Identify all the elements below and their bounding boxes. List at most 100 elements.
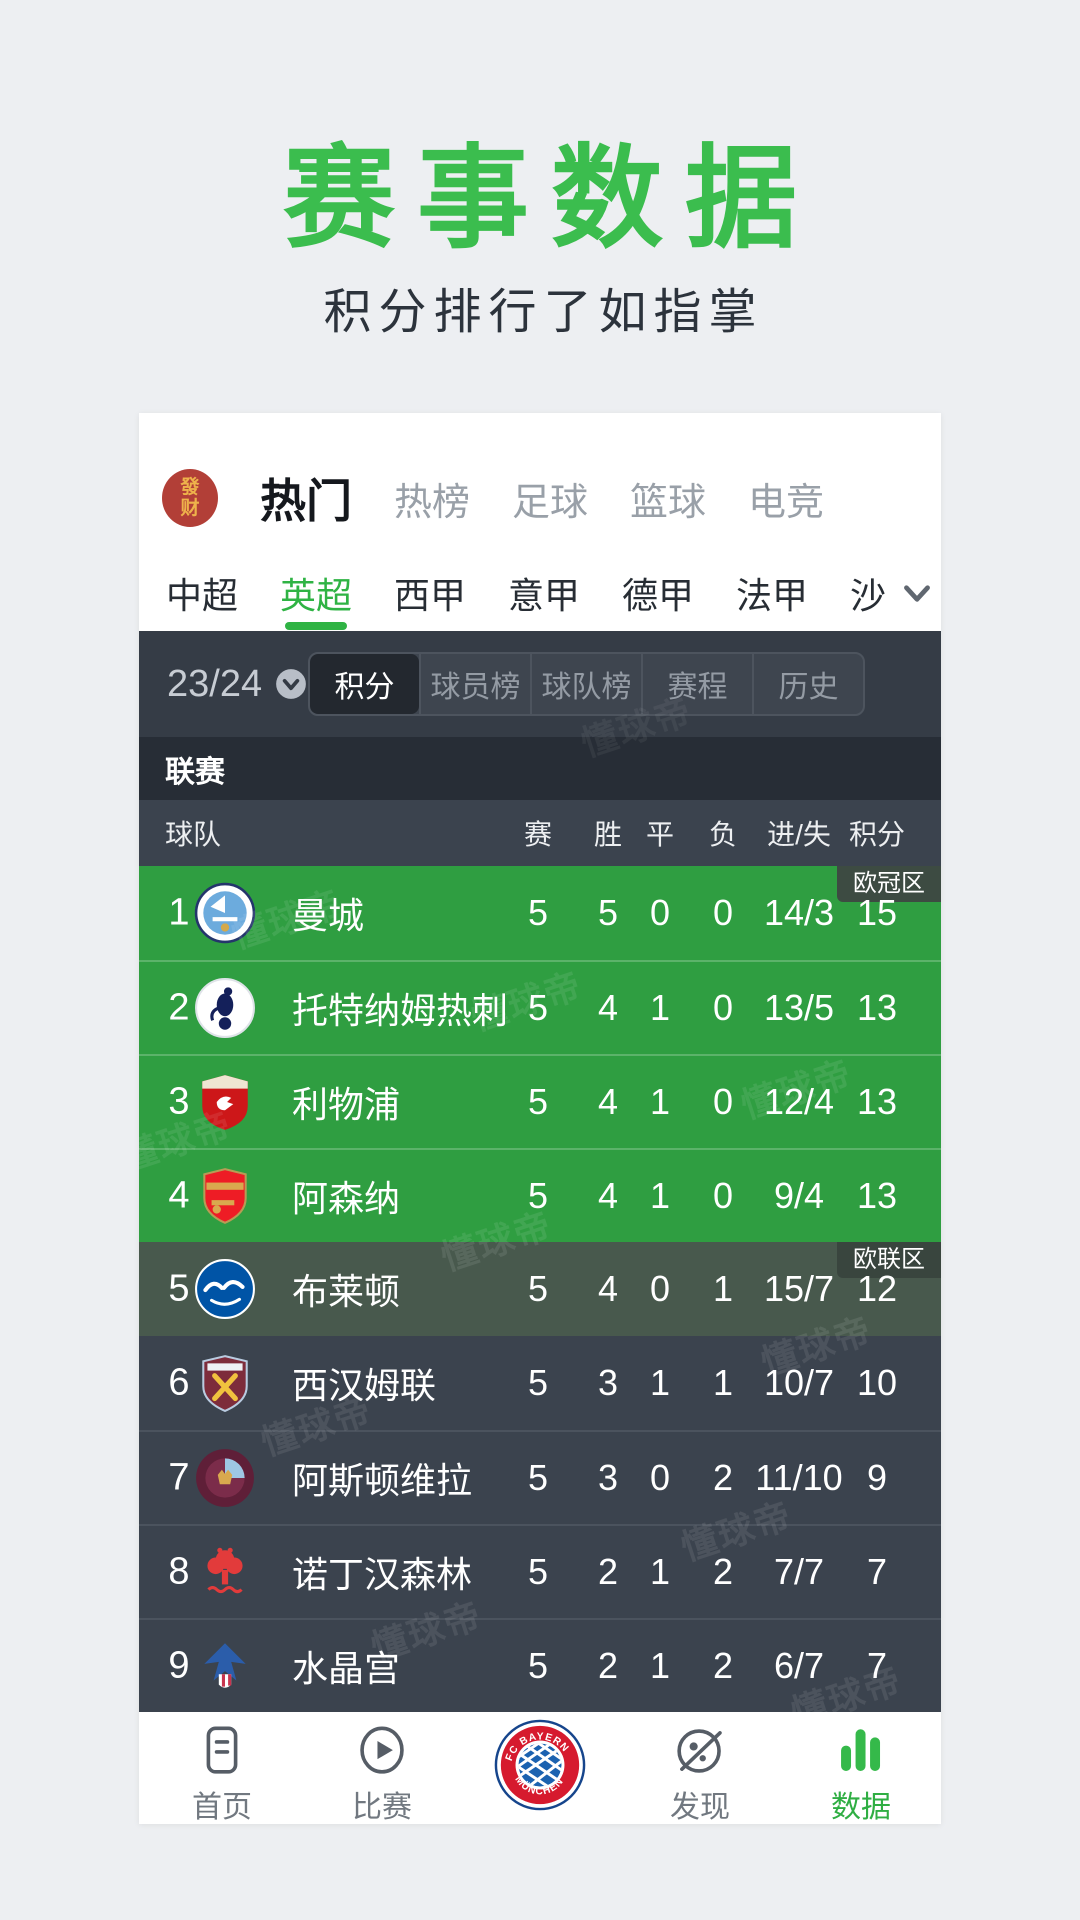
west-ham-crest-icon <box>194 1352 256 1414</box>
tabbar-matches[interactable]: 比赛 <box>312 1712 452 1824</box>
tab-esports[interactable]: 电竞 <box>748 481 825 524</box>
tab-player-rank[interactable]: 球员榜 <box>419 654 530 714</box>
rank: 6 <box>168 1361 190 1404</box>
rank: 4 <box>168 1174 190 1217</box>
rank: 5 <box>168 1267 190 1310</box>
league-tab-bundesliga[interactable]: 德甲 <box>622 575 695 616</box>
stat-win: 4 <box>597 1175 619 1216</box>
stat-win: 4 <box>597 1268 619 1309</box>
stat-win: 4 <box>597 1081 619 1122</box>
tab-schedule[interactable]: 赛程 <box>641 654 752 714</box>
league-tab-laliga[interactable]: 西甲 <box>394 575 467 616</box>
col-loss: 负 <box>708 819 738 850</box>
stat-loss: 1 <box>712 1268 734 1309</box>
col-win: 胜 <box>593 819 623 850</box>
tabbar-home-label: 首页 <box>192 1791 252 1824</box>
table-row-nottingham-forest[interactable]: 8 诺丁汉森林 5 2 1 2 7/7 7 <box>139 1524 941 1618</box>
tabbar-data[interactable]: 数据 <box>791 1712 931 1824</box>
tabbar-discover[interactable]: 发现 <box>630 1712 770 1824</box>
tabbar-team-logo[interactable]: FC BAYERN MÜNCHEN <box>470 1712 610 1824</box>
stat-draw: 1 <box>649 1645 671 1686</box>
stat-points: 10 <box>856 1362 898 1403</box>
stat-goals: 7/7 <box>773 1551 825 1592</box>
tottenham-crest-icon <box>194 977 256 1039</box>
stat-played: 5 <box>527 1268 549 1309</box>
tabbar-home[interactable]: 首页 <box>152 1712 292 1824</box>
stat-win: 5 <box>597 892 619 933</box>
tabbar-matches-label: 比赛 <box>352 1791 412 1824</box>
table-row-west-ham[interactable]: 6 西汉姆联 5 3 1 1 10/7 10 <box>139 1336 941 1430</box>
page-subtitle: 积分排行了如指掌 <box>323 286 764 339</box>
team-name: 布莱顿 <box>292 1271 401 1312</box>
stat-goals: 13/5 <box>763 987 835 1028</box>
app-screenshot-card: 發 财 热门 热榜 足球 篮球 电竞 中超 英超 西甲 意甲 德甲 法甲 沙 <box>139 413 941 1824</box>
stat-played: 5 <box>527 987 549 1028</box>
tab-history[interactable]: 历史 <box>752 654 863 714</box>
league-tab-seriea[interactable]: 意甲 <box>508 575 581 616</box>
tab-team-rank[interactable]: 球队榜 <box>530 654 641 714</box>
tab-football[interactable]: 足球 <box>512 481 589 524</box>
league-expand[interactable] <box>898 555 936 631</box>
stat-win: 3 <box>597 1457 619 1498</box>
tab-trending[interactable]: 热榜 <box>394 481 471 524</box>
stat-draw: 1 <box>649 1081 671 1122</box>
league-tab-saudi[interactable]: 沙 <box>850 575 887 616</box>
liverpool-crest-icon <box>194 1071 256 1133</box>
crystal-palace-crest-icon <box>194 1635 256 1697</box>
league-tab-ligue1[interactable]: 法甲 <box>736 575 809 616</box>
data-bars-icon <box>832 1722 890 1780</box>
stat-draw: 0 <box>649 1457 671 1498</box>
col-goals: 进/失 <box>767 819 831 850</box>
stat-win: 3 <box>597 1362 619 1403</box>
col-draw: 平 <box>645 819 675 850</box>
arsenal-crest-icon <box>194 1165 256 1227</box>
season-bar: 23/24 积分 球员榜 球队榜 赛程 历史 <box>139 631 941 737</box>
col-played: 赛 <box>523 819 553 850</box>
stat-loss: 0 <box>712 987 734 1028</box>
league-tab-epl[interactable]: 英超 <box>280 555 352 631</box>
home-icon <box>193 1722 251 1780</box>
season-selector[interactable]: 23/24 <box>167 631 308 737</box>
stat-points: 13 <box>856 987 898 1028</box>
stat-played: 5 <box>527 1175 549 1216</box>
stat-points: 12 <box>856 1268 898 1309</box>
stat-draw: 0 <box>649 1268 671 1309</box>
discover-palette-icon <box>671 1722 729 1780</box>
stat-goals: 6/7 <box>773 1645 825 1686</box>
fortune-char-2: 财 <box>180 498 200 519</box>
table-row-liverpool[interactable]: 3 利物浦 5 4 1 0 12/4 13 <box>139 1054 941 1148</box>
section-league-header: 联赛 <box>139 737 941 800</box>
stat-loss: 2 <box>712 1551 734 1592</box>
chevron-down-icon <box>904 585 930 602</box>
table-row-aston-villa[interactable]: 7 阿斯顿维拉 5 3 0 2 11/10 9 <box>139 1430 941 1524</box>
team-name: 诺丁汉森林 <box>292 1554 473 1595</box>
table-row-brighton[interactable]: 欧联区 5 布莱顿 5 4 0 1 15/7 12 <box>139 1242 941 1336</box>
table-row-tottenham[interactable]: 2 托特纳姆热刺 5 4 1 0 13/5 13 <box>139 960 941 1054</box>
stat-points: 13 <box>856 1081 898 1122</box>
nottingham-forest-crest-icon <box>194 1541 256 1603</box>
tab-points[interactable]: 积分 <box>310 654 419 714</box>
tab-basketball[interactable]: 篮球 <box>630 481 707 524</box>
stat-win: 2 <box>597 1645 619 1686</box>
stat-loss: 0 <box>712 1175 734 1216</box>
bayern-logo: FC BAYERN MÜNCHEN <box>493 1718 587 1812</box>
league-tab-csl[interactable]: 中超 <box>166 575 239 616</box>
tab-hot[interactable]: 热门 <box>260 475 352 527</box>
team-name: 西汉姆联 <box>292 1365 437 1406</box>
stat-played: 5 <box>527 1645 549 1686</box>
matches-play-icon <box>353 1722 411 1780</box>
aston-villa-crest-icon <box>194 1447 256 1509</box>
stat-played: 5 <box>527 1081 549 1122</box>
team-name: 曼城 <box>292 895 365 936</box>
table-row-man-city[interactable]: 欧冠区 1 曼城 5 5 0 0 14/3 15 <box>139 866 941 960</box>
man-city-crest-icon <box>194 882 256 944</box>
rank: 7 <box>168 1456 190 1499</box>
rank: 1 <box>168 891 190 934</box>
stat-played: 5 <box>527 1362 549 1403</box>
season-label: 23/24 <box>167 662 263 705</box>
zone-badge-uel: 欧联区 <box>837 1242 941 1278</box>
table-row-arsenal[interactable]: 4 阿森纳 5 4 1 0 9/4 13 <box>139 1148 941 1242</box>
bottom-tab-bar: 首页 比赛 <box>139 1712 941 1824</box>
fortune-avatar-icon[interactable]: 發 财 <box>162 469 218 527</box>
table-row-crystal-palace[interactable]: 9 水晶宫 5 2 1 2 6/7 7 <box>139 1618 941 1712</box>
